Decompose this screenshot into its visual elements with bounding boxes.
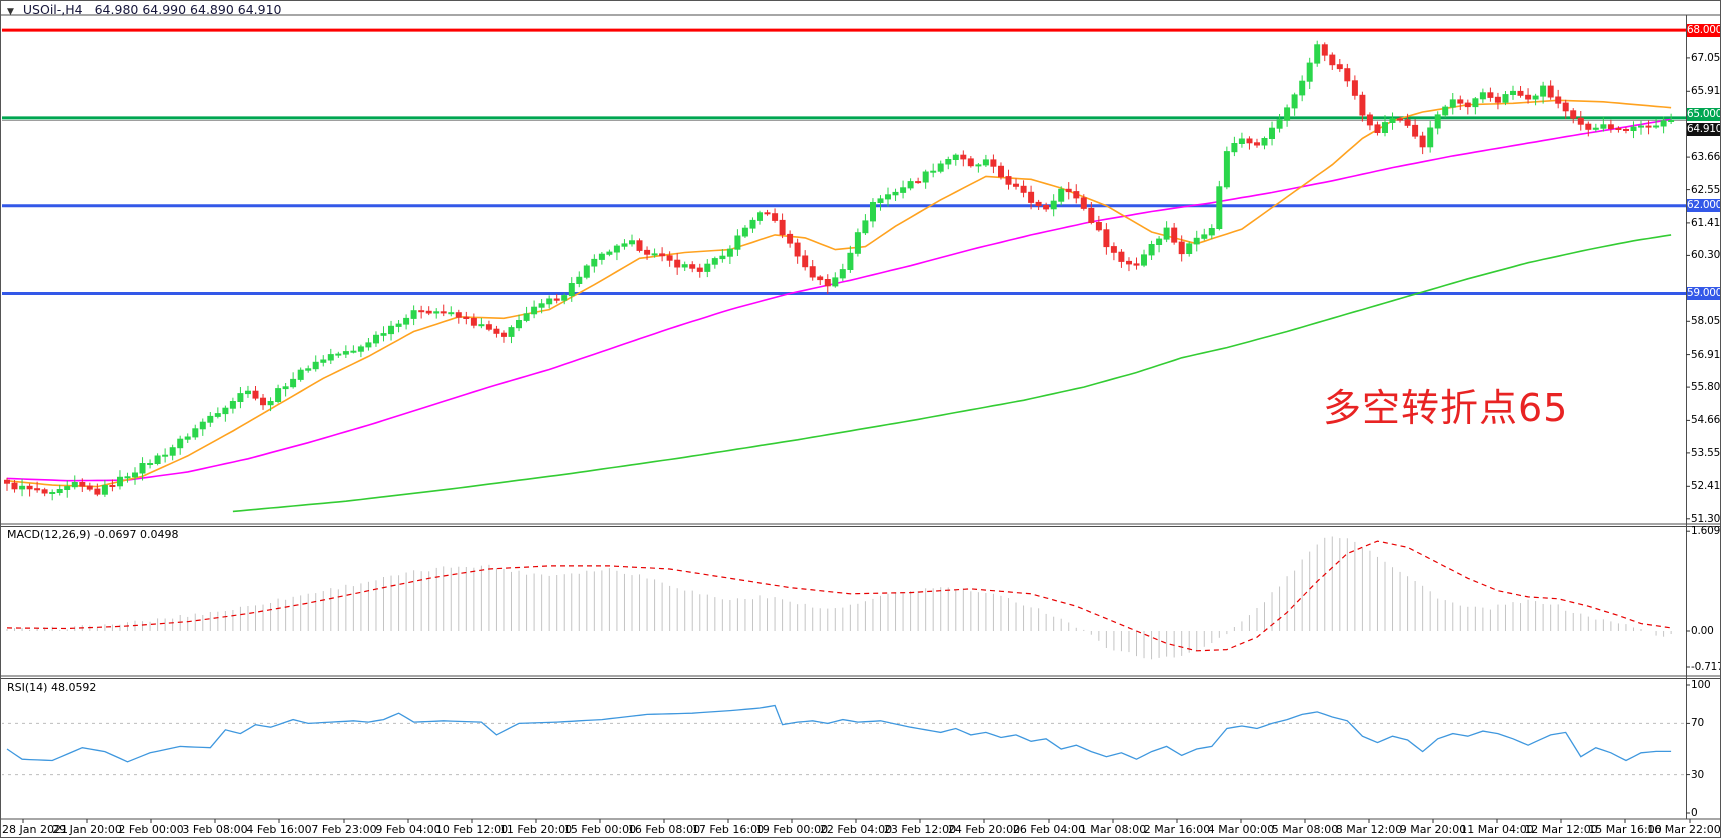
rsi-level-lines <box>2 722 1686 776</box>
time-axis-label: 16 Mar 22:00 <box>1647 823 1721 836</box>
macd-panel[interactable] <box>6 536 1672 660</box>
price-axis-label: 60.300 <box>1691 249 1721 261</box>
macd-indicator-label: MACD(12,26,9) -0.0697 0.0498 <box>7 528 179 541</box>
ma-mid-magenta-line <box>6 118 1672 482</box>
time-axis-label: 29 Jan 20:00 <box>52 823 122 836</box>
time-axis-label: 17 Feb 16:00 <box>691 823 765 836</box>
time-axis-label: 4 Mar 00:00 <box>1207 823 1275 836</box>
candles <box>4 40 1675 501</box>
price-axis-label: 52.410 <box>1691 480 1721 492</box>
time-axis-label: 9 Mar 20:00 <box>1399 823 1467 836</box>
time-axis-label: 23 Feb 12:00 <box>883 823 957 836</box>
rsi-axis-label: 0 <box>1691 807 1698 819</box>
price-axis-label: 55.800 <box>1691 381 1721 393</box>
price-axis-label: 63.660 <box>1691 151 1721 163</box>
rsi-axis-label: 70 <box>1691 717 1704 729</box>
time-axis-label: 28 Jan 2021 <box>2 823 68 836</box>
chart-title: ▼ USOil-,H4 64.980 64.990 64.890 64.910 <box>7 2 281 17</box>
symbol-period-label: USOil-,H4 <box>22 2 83 17</box>
price-axis-label: 61.410 <box>1691 217 1721 229</box>
price-badge-64.910: 64.910 <box>1687 123 1721 136</box>
price-axis-label: 65.910 <box>1691 85 1721 97</box>
time-axis-label: 10 Feb 12:00 <box>435 823 509 836</box>
axis-tick-marks <box>22 57 1691 823</box>
price-axis-label: 51.300 <box>1691 513 1721 525</box>
rsi-axis-label: 100 <box>1691 679 1711 691</box>
main-price-panel[interactable] <box>1 28 1686 513</box>
price-axis-label: 54.660 <box>1691 414 1721 426</box>
rsi-panel[interactable] <box>1 704 1686 776</box>
time-axis-label: 15 Feb 00:00 <box>563 823 637 836</box>
price-badge-59.000: 59.000 <box>1687 287 1721 300</box>
time-axis-label: 24 Feb 20:00 <box>947 823 1021 836</box>
annotation-text: 多空转折点65 <box>1323 386 1569 430</box>
price-axis-label: 58.050 <box>1691 315 1721 327</box>
macd-axis-label: 0.00 <box>1691 625 1714 637</box>
time-axis-label: 11 Mar 04:00 <box>1460 823 1534 836</box>
price-badge-65.000: 65.000 <box>1687 108 1721 121</box>
time-axis-label: 3 Feb 08:00 <box>182 823 248 836</box>
price-axis-label: 62.550 <box>1691 184 1721 196</box>
time-axis-label: 2 Feb 00:00 <box>118 823 184 836</box>
horizontal-level-lines[interactable] <box>1 28 1686 295</box>
time-axis-label: 11 Feb 20:00 <box>499 823 573 836</box>
rsi-axis-label: 30 <box>1691 769 1704 781</box>
macd-axis-label: -0.7172 <box>1691 661 1720 673</box>
price-badge-68.000: 68.000 <box>1687 24 1721 37</box>
time-axis-label: 1 Mar 08:00 <box>1079 823 1147 836</box>
macd-signal-line <box>6 540 1672 652</box>
time-axis-label: 26 Feb 04:00 <box>1012 823 1086 836</box>
time-axis-label: 2 Mar 16:00 <box>1143 823 1211 836</box>
ma-slow-green-line <box>232 234 1672 513</box>
price-badge-62.000: 62.000 <box>1687 199 1721 212</box>
time-axis-label: 22 Feb 04:00 <box>819 823 893 836</box>
rsi-indicator-label: RSI(14) 48.0592 <box>7 681 97 694</box>
price-axis-label: 53.550 <box>1691 447 1721 459</box>
time-axis-label: 5 Mar 08:00 <box>1271 823 1339 836</box>
time-axis-label: 12 Mar 12:00 <box>1524 823 1598 836</box>
time-axis-label: 15 Mar 16:00 <box>1588 823 1662 836</box>
price-axis-label: 67.050 <box>1691 52 1721 64</box>
macd-histogram <box>6 536 1672 660</box>
symbol-dropdown-icon[interactable]: ▼ <box>7 7 14 17</box>
macd-axis-label: 1.6093 <box>1691 525 1721 537</box>
rsi-line <box>6 704 1672 763</box>
time-axis-label: 9 Feb 04:00 <box>375 823 441 836</box>
time-axis-label: 19 Feb 00:00 <box>755 823 829 836</box>
time-axis-label: 4 Feb 16:00 <box>246 823 312 836</box>
time-axis-label: 16 Feb 08:00 <box>627 823 701 836</box>
panel-borders <box>1 14 1720 820</box>
time-axis-label: 7 Feb 23:00 <box>311 823 377 836</box>
price-axis-label: 56.910 <box>1691 349 1721 361</box>
time-axis-label: 8 Mar 12:00 <box>1335 823 1403 836</box>
ohlc-values: 64.980 64.990 64.890 64.910 <box>94 2 282 17</box>
